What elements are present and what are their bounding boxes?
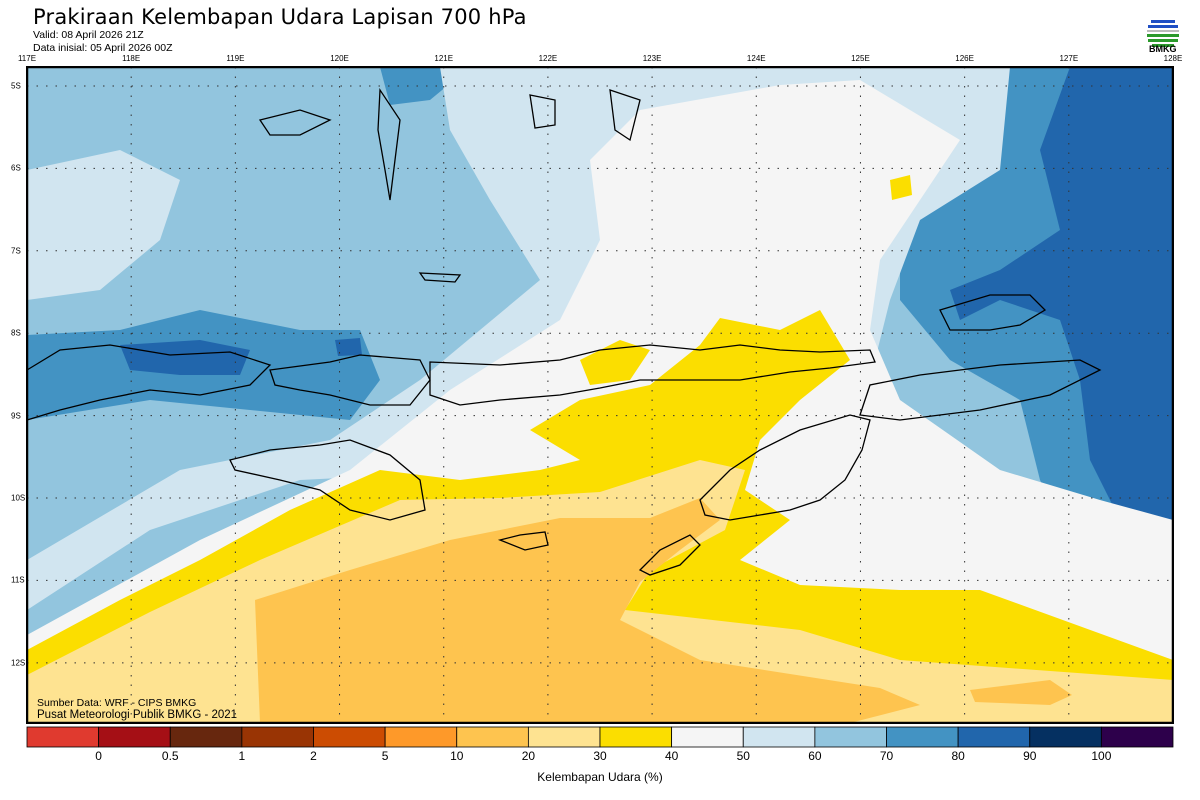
- colorbar-swatch: [384, 726, 458, 748]
- colorbar-tick-label: 0.5: [161, 749, 179, 763]
- colorbar-swatch: [26, 726, 100, 748]
- lat-label: 5S: [11, 81, 21, 91]
- colorbar-tick-label: 70: [879, 749, 894, 763]
- lat-label: 10S: [11, 493, 26, 503]
- lat-label: 8S: [11, 328, 21, 338]
- lon-label: 118E: [122, 54, 141, 63]
- colorbar-swatch: [98, 726, 171, 748]
- colorbar-swatch: [957, 726, 1031, 748]
- lat-label: 12S: [11, 658, 26, 668]
- lat-label: 9S: [11, 411, 21, 421]
- colorbar-tick-label: 20: [521, 749, 536, 763]
- colorbar-swatch: [1100, 726, 1174, 748]
- lat-label: 11S: [11, 575, 25, 585]
- coastlines: [26, 88, 1102, 576]
- colorbar: [26, 726, 1174, 748]
- colorbar-tick-label: 50: [736, 749, 750, 763]
- bmkg-logo-icon: [1147, 18, 1179, 50]
- colorbar-swatch: [599, 726, 673, 748]
- colorbar-swatch: [169, 726, 243, 748]
- lon-label: 121E: [434, 54, 454, 63]
- data-source-credit: Sumber Data: WRF - CIPS BMKG: [37, 697, 197, 709]
- colorbar-swatch: [1029, 726, 1102, 748]
- lon-label: 120E: [330, 54, 349, 63]
- lon-label: 119E: [226, 54, 245, 63]
- initial-data-time: Data inisial: 05 April 2026 00Z: [33, 42, 173, 54]
- lon-label: 126E: [955, 54, 974, 63]
- colorbar-swatch: [241, 726, 314, 748]
- colorbar-tick-label: 0: [95, 749, 102, 763]
- lon-label: 122E: [538, 54, 558, 63]
- colorbar-tick-label: 80: [951, 749, 965, 763]
- colorbar-swatch: [313, 726, 386, 748]
- logo-text: BMKG: [1149, 44, 1177, 54]
- region-70-80-west: [27, 67, 470, 420]
- region-10-20: [255, 498, 1072, 723]
- colorbar-swatch: [671, 726, 744, 748]
- region-80-90-east: [950, 67, 1173, 530]
- lon-label: 125E: [851, 54, 870, 63]
- lon-label: 117E: [17, 54, 37, 63]
- lon-label: 123E: [642, 54, 662, 63]
- lat-label: 7S: [11, 246, 21, 256]
- colorbar-tick-label: 10: [450, 749, 464, 763]
- colorbar-tick-label: 2: [310, 749, 317, 763]
- lon-label: 128E: [1163, 54, 1183, 63]
- graticule: [27, 67, 1173, 723]
- colorbar-tick-label: 5: [381, 749, 389, 763]
- colorbar-tick-label: 100: [1091, 749, 1112, 763]
- lon-label: 127E: [1059, 54, 1079, 63]
- colorbar-swatch: [886, 726, 959, 748]
- organization-credit: Pusat Meteorologi Publik BMKG - 2021: [37, 709, 238, 721]
- region-80-90-west: [120, 338, 362, 375]
- colorbar-swatch: [742, 726, 816, 748]
- colorbar-swatch: [527, 726, 601, 748]
- humidity-map: [26, 66, 1174, 724]
- colorbar-tick-label: 30: [593, 749, 607, 763]
- colorbar-tick-label: 1: [238, 749, 246, 763]
- colorbar-title: Kelembapan Udara (%): [537, 770, 663, 784]
- lon-label: 124E: [746, 54, 766, 63]
- map-title: Prakiraan Kelembapan Udara Lapisan 700 h…: [33, 5, 527, 29]
- colorbar-swatch: [456, 726, 529, 748]
- map-frame: [26, 66, 1174, 724]
- colorbar-tick-label: 90: [1023, 749, 1037, 763]
- colorbar-tick-label: 40: [664, 749, 679, 763]
- lat-label: 6S: [11, 163, 21, 173]
- colorbar-swatch: [814, 726, 887, 748]
- colorbar-tick-label: 60: [808, 749, 822, 763]
- valid-time: Valid: 08 April 2026 21Z: [33, 29, 144, 41]
